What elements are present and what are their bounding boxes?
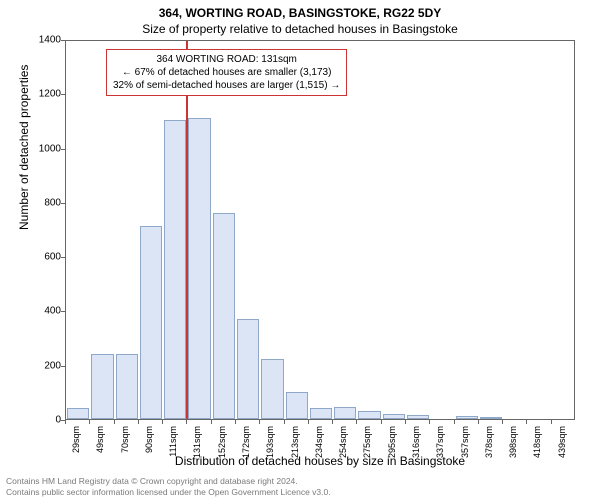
chart-title-address: 364, WORTING ROAD, BASINGSTOKE, RG22 5DY: [0, 6, 600, 20]
footer-line2: Contains public sector information licen…: [6, 487, 331, 498]
histogram-bar: [164, 120, 186, 419]
x-tick-mark: [284, 420, 285, 424]
x-axis-label: Distribution of detached houses by size …: [65, 454, 575, 468]
property-marker-line: [186, 41, 188, 419]
histogram-bar: [407, 415, 429, 419]
histogram-bar: [188, 118, 210, 419]
y-tick-label: 1200: [39, 89, 61, 100]
x-tick-mark: [356, 420, 357, 424]
x-tick-mark: [114, 420, 115, 424]
histogram-bar: [91, 354, 113, 419]
x-tick-mark: [308, 420, 309, 424]
info-box-line3: 32% of semi-detached houses are larger (…: [113, 79, 340, 92]
histogram-bar: [334, 407, 356, 419]
x-tick-mark: [454, 420, 455, 424]
x-tick-mark: [551, 420, 552, 424]
chart-title-description: Size of property relative to detached ho…: [0, 22, 600, 36]
histogram-bar: [310, 408, 332, 419]
histogram-bar: [261, 359, 283, 419]
y-tick-label: 400: [44, 306, 61, 317]
x-tick-mark: [65, 420, 66, 424]
histogram-bar: [383, 414, 405, 419]
y-axis-label: Number of detached properties: [17, 65, 31, 230]
x-tick-mark: [381, 420, 382, 424]
y-tick-label: 1000: [39, 143, 61, 154]
x-tick-mark: [332, 420, 333, 424]
y-tick-label: 1400: [39, 35, 61, 46]
histogram-bar: [480, 417, 502, 419]
info-box: 364 WORTING ROAD: 131sqm ← 67% of detach…: [106, 49, 347, 96]
x-tick-mark: [89, 420, 90, 424]
x-tick-mark: [186, 420, 187, 424]
histogram-bar: [358, 411, 380, 419]
footer-line1: Contains HM Land Registry data © Crown c…: [6, 476, 331, 487]
histogram-bar: [286, 392, 308, 419]
chart-area: Number of detached properties 0200400600…: [65, 40, 575, 420]
x-tick-mark: [162, 420, 163, 424]
histogram-bar: [116, 354, 138, 419]
y-tick-label: 800: [44, 197, 61, 208]
x-tick-mark: [526, 420, 527, 424]
x-tick-mark: [211, 420, 212, 424]
footer-attribution: Contains HM Land Registry data © Crown c…: [6, 476, 331, 498]
histogram-bar: [456, 416, 478, 419]
x-tick-mark: [478, 420, 479, 424]
x-tick-mark: [405, 420, 406, 424]
x-tick-mark: [259, 420, 260, 424]
x-tick-mark: [429, 420, 430, 424]
plot-region: 364 WORTING ROAD: 131sqm ← 67% of detach…: [65, 40, 575, 420]
histogram-bar: [67, 408, 89, 419]
y-tick-label: 200: [44, 360, 61, 371]
x-tick-mark: [502, 420, 503, 424]
histogram-bar: [237, 319, 259, 419]
x-tick-mark: [138, 420, 139, 424]
histogram-bar: [213, 213, 235, 419]
y-tick-label: 600: [44, 252, 61, 263]
x-tick-mark: [235, 420, 236, 424]
info-box-line2: ← 67% of detached houses are smaller (3,…: [113, 66, 340, 79]
histogram-bar: [140, 226, 162, 419]
info-box-line1: 364 WORTING ROAD: 131sqm: [113, 53, 340, 66]
